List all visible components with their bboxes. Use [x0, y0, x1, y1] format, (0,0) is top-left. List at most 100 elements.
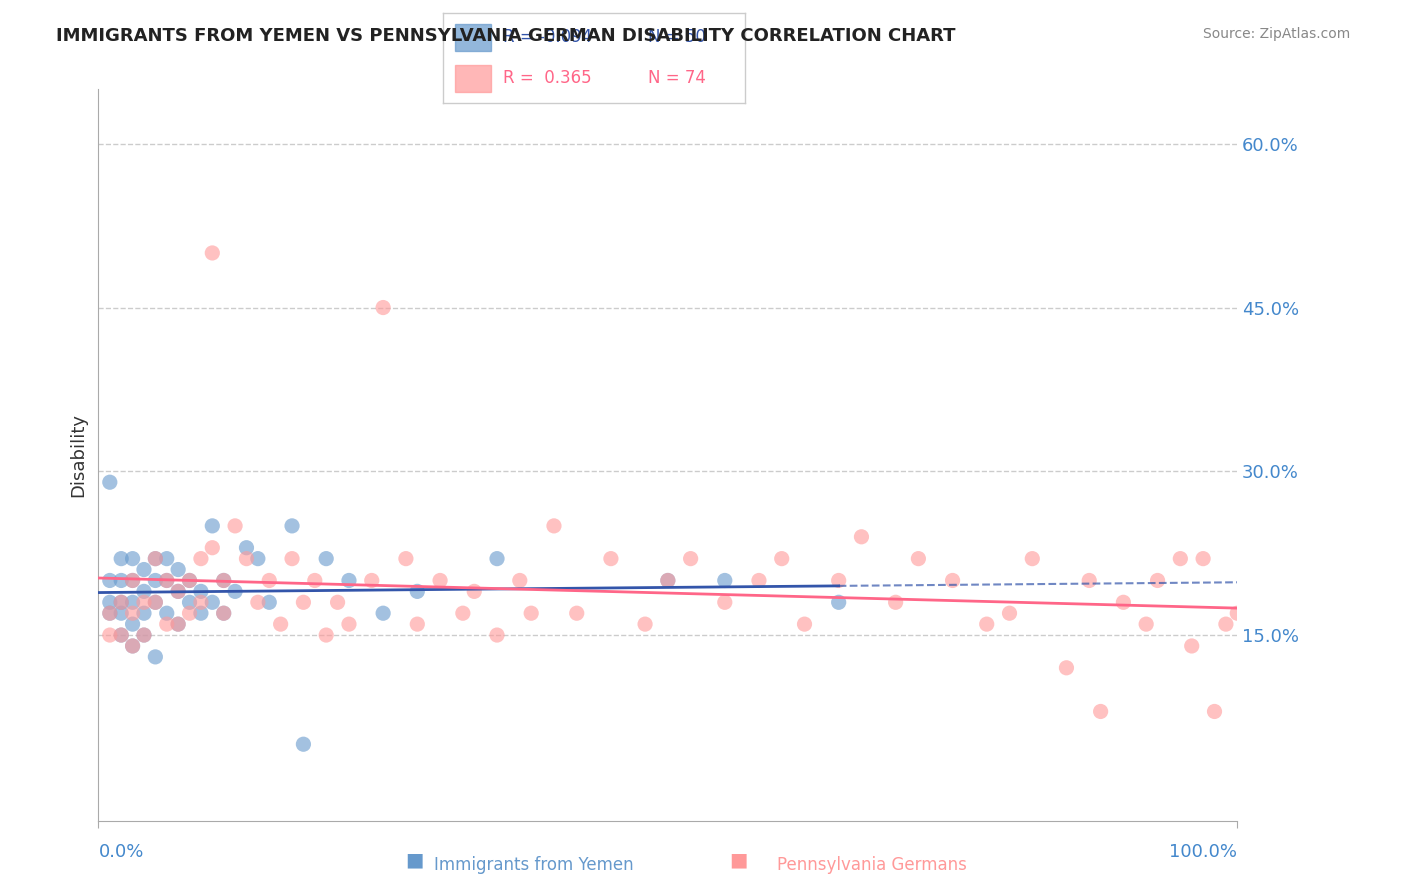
Point [132, 606, 155, 620]
Point [212, 574, 235, 588]
Point [1112, 595, 1135, 609]
Point [132, 628, 155, 642]
Point [1090, 705, 1112, 719]
Point [212, 606, 235, 620]
Point [201, 246, 224, 260]
Point [406, 584, 429, 599]
Point [98, 574, 121, 588]
Point [259, 595, 281, 609]
Bar [456, 24, 491, 51]
Point [907, 551, 929, 566]
Point [998, 606, 1021, 620]
Point [98, 606, 121, 620]
Point [235, 541, 257, 555]
Point [98, 606, 121, 620]
Point [98, 595, 121, 609]
Point [121, 606, 143, 620]
Point [98, 475, 121, 490]
Point [190, 551, 212, 566]
Point [145, 574, 167, 588]
Point [132, 563, 155, 577]
Point [451, 606, 474, 620]
Text: R = -0.094: R = -0.094 [503, 29, 592, 46]
Point [156, 574, 179, 588]
Point [509, 574, 531, 588]
Point [156, 551, 179, 566]
Point [121, 574, 143, 588]
Text: R =  0.365: R = 0.365 [503, 70, 592, 87]
Point [714, 574, 737, 588]
Point [121, 551, 143, 566]
Point [212, 606, 235, 620]
Point [179, 595, 201, 609]
Point [1170, 551, 1192, 566]
Point [110, 628, 132, 642]
Point [132, 628, 155, 642]
Point [657, 574, 679, 588]
Point [1054, 661, 1078, 675]
Point [145, 551, 167, 566]
Point [167, 617, 190, 632]
Point [1146, 574, 1168, 588]
Text: IMMIGRANTS FROM YEMEN VS PENNSYLVANIA GERMAN DISABILITY CORRELATION CHART: IMMIGRANTS FROM YEMEN VS PENNSYLVANIA GE… [56, 27, 956, 45]
Point [156, 606, 179, 620]
Point [406, 617, 429, 632]
Point [337, 574, 360, 588]
Point [304, 574, 326, 588]
Point [167, 584, 190, 599]
Point [463, 584, 485, 599]
Point [110, 551, 132, 566]
Point [714, 595, 737, 609]
Point [132, 595, 155, 609]
Text: 0.0%: 0.0% [98, 843, 143, 861]
Point [224, 584, 246, 599]
Point [371, 301, 394, 315]
Point [828, 595, 851, 609]
Point [259, 574, 281, 588]
Point [942, 574, 965, 588]
Point [110, 628, 132, 642]
Point [337, 617, 360, 632]
Point [156, 574, 179, 588]
Point [326, 595, 349, 609]
Point [121, 574, 143, 588]
Point [371, 606, 394, 620]
Point [748, 574, 770, 588]
Point [201, 541, 224, 555]
Point [679, 551, 702, 566]
Point [224, 519, 246, 533]
Point [1078, 574, 1101, 588]
Point [315, 551, 337, 566]
Point [395, 551, 418, 566]
Point [600, 551, 623, 566]
Point [145, 551, 167, 566]
Point [145, 649, 167, 664]
Point [315, 628, 337, 642]
Point [1021, 551, 1043, 566]
Point [167, 563, 190, 577]
Text: N = 74: N = 74 [648, 70, 706, 87]
Point [190, 595, 212, 609]
Point [179, 574, 201, 588]
Point [1204, 705, 1226, 719]
Point [1181, 639, 1204, 653]
Point [145, 595, 167, 609]
Point [884, 595, 907, 609]
Point [246, 551, 269, 566]
Point [190, 584, 212, 599]
Text: 100.0%: 100.0% [1170, 843, 1237, 861]
Point [543, 519, 565, 533]
Text: Immigrants from Yemen: Immigrants from Yemen [434, 856, 634, 874]
Point [292, 595, 315, 609]
Point [156, 617, 179, 632]
Point [429, 574, 451, 588]
Point [634, 617, 657, 632]
Y-axis label: Disability: Disability [69, 413, 87, 497]
Point [190, 606, 212, 620]
Point [121, 639, 143, 653]
Point [270, 617, 292, 632]
Bar [456, 65, 491, 92]
Point [976, 617, 998, 632]
Point [851, 530, 873, 544]
Point [110, 595, 132, 609]
